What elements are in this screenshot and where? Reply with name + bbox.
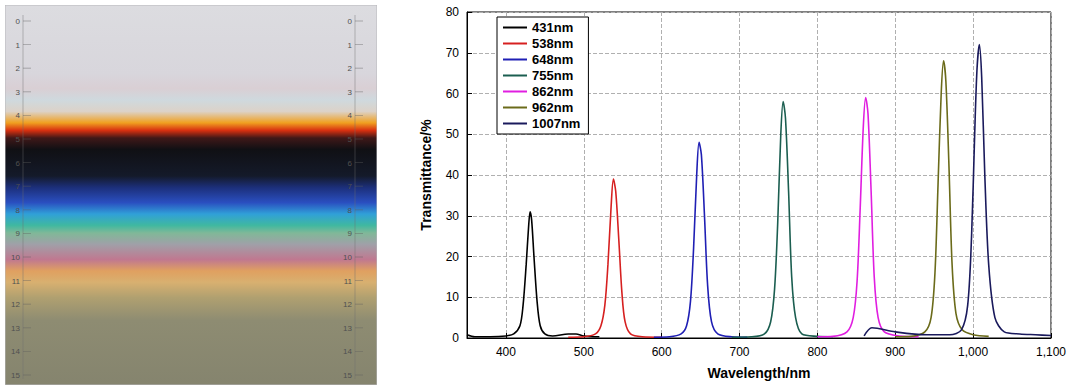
svg-text:648nm: 648nm [532, 52, 573, 67]
svg-text:9: 9 [16, 229, 21, 238]
svg-text:3: 3 [348, 88, 353, 97]
svg-text:700: 700 [730, 345, 750, 359]
svg-text:13: 13 [11, 324, 20, 333]
svg-text:Wavelength/nm: Wavelength/nm [708, 365, 811, 381]
svg-text:1007nm: 1007nm [532, 116, 580, 131]
svg-text:20: 20 [446, 250, 460, 264]
svg-text:431nm: 431nm [532, 20, 573, 35]
svg-text:12: 12 [11, 300, 20, 309]
svg-text:9: 9 [348, 229, 353, 238]
svg-text:4: 4 [348, 111, 353, 120]
svg-text:8: 8 [16, 206, 21, 215]
svg-text:14: 14 [11, 347, 20, 356]
svg-text:538nm: 538nm [532, 36, 573, 51]
svg-text:1: 1 [348, 41, 353, 50]
svg-text:0: 0 [16, 17, 21, 26]
svg-text:13: 13 [343, 324, 352, 333]
svg-text:60: 60 [446, 87, 460, 101]
svg-text:2: 2 [16, 64, 21, 73]
svg-text:4: 4 [16, 111, 21, 120]
svg-text:962nm: 962nm [532, 100, 573, 115]
svg-text:400: 400 [496, 345, 516, 359]
svg-text:Transmittance/%: Transmittance/% [418, 119, 434, 231]
svg-text:1: 1 [16, 41, 21, 50]
svg-text:80: 80 [446, 5, 460, 19]
svg-text:40: 40 [446, 168, 460, 182]
svg-text:50: 50 [446, 127, 460, 141]
svg-text:0: 0 [348, 17, 353, 26]
svg-text:10: 10 [11, 253, 20, 262]
svg-text:1,100: 1,100 [1036, 345, 1066, 359]
svg-text:70: 70 [446, 46, 460, 60]
svg-text:5: 5 [16, 135, 21, 144]
svg-text:11: 11 [12, 277, 21, 286]
svg-text:12: 12 [343, 300, 352, 309]
svg-text:8: 8 [348, 206, 353, 215]
svg-text:6: 6 [348, 159, 353, 168]
svg-text:7: 7 [348, 182, 353, 191]
svg-text:2: 2 [348, 64, 353, 73]
svg-text:15: 15 [343, 371, 352, 380]
svg-text:30: 30 [446, 209, 460, 223]
svg-text:10: 10 [343, 253, 352, 262]
svg-text:14: 14 [343, 347, 352, 356]
svg-text:500: 500 [574, 345, 594, 359]
svg-text:600: 600 [652, 345, 672, 359]
svg-text:862nm: 862nm [532, 84, 573, 99]
svg-text:1,000: 1,000 [958, 345, 988, 359]
svg-text:0: 0 [452, 331, 459, 345]
svg-text:11: 11 [344, 277, 353, 286]
svg-text:6: 6 [16, 159, 21, 168]
svg-text:5: 5 [348, 135, 353, 144]
svg-text:3: 3 [16, 88, 21, 97]
svg-text:15: 15 [11, 371, 20, 380]
svg-text:10: 10 [446, 290, 460, 304]
svg-text:800: 800 [807, 345, 827, 359]
svg-text:900: 900 [885, 345, 905, 359]
svg-text:7: 7 [16, 182, 21, 191]
svg-text:755nm: 755nm [532, 68, 573, 83]
